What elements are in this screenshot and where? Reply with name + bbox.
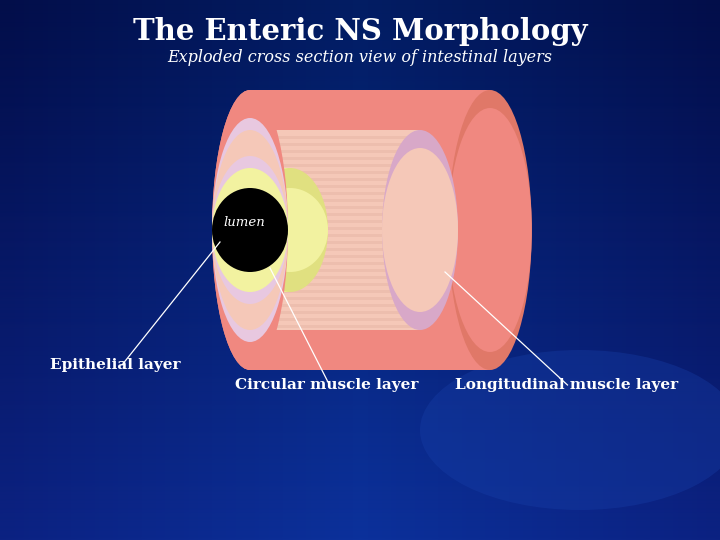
Bar (252, 254, 418, 258)
Bar (252, 226, 418, 230)
Ellipse shape (252, 188, 328, 272)
Ellipse shape (382, 130, 458, 330)
Bar (252, 296, 418, 300)
Text: Epithelial layer: Epithelial layer (50, 358, 181, 372)
Bar (252, 275, 418, 279)
Bar (252, 233, 418, 237)
Bar (252, 213, 418, 215)
Ellipse shape (448, 108, 532, 352)
Ellipse shape (212, 168, 288, 292)
Bar (252, 164, 418, 166)
Bar (252, 219, 418, 222)
Ellipse shape (252, 168, 328, 292)
Ellipse shape (448, 90, 532, 370)
Bar (252, 310, 418, 314)
Bar (252, 282, 418, 286)
Ellipse shape (212, 188, 288, 272)
Bar (252, 303, 418, 307)
Bar (252, 178, 418, 180)
Text: Longitudinal muscle layer: Longitudinal muscle layer (455, 378, 678, 392)
Bar (252, 199, 418, 201)
Ellipse shape (212, 168, 288, 292)
Text: Exploded cross section view of intestinal layers: Exploded cross section view of intestina… (168, 50, 552, 66)
Bar (252, 171, 418, 173)
Bar (250, 168, 290, 292)
Ellipse shape (212, 118, 288, 342)
Ellipse shape (212, 130, 288, 330)
Bar (252, 268, 418, 272)
Bar (252, 185, 418, 187)
Text: lumen: lumen (223, 215, 265, 228)
Bar (252, 143, 418, 145)
Text: Circular muscle layer: Circular muscle layer (235, 378, 418, 392)
Bar (252, 318, 418, 321)
Bar (252, 136, 418, 138)
Bar (252, 150, 418, 152)
Bar (252, 261, 418, 265)
Bar (252, 206, 418, 208)
Bar (252, 325, 418, 327)
Ellipse shape (212, 156, 288, 304)
Ellipse shape (212, 90, 288, 370)
Ellipse shape (382, 148, 458, 312)
Bar (252, 157, 418, 159)
Ellipse shape (212, 130, 288, 330)
Ellipse shape (212, 90, 288, 370)
Bar (250, 90, 490, 370)
Ellipse shape (420, 350, 720, 510)
Bar (252, 289, 418, 293)
Bar (252, 247, 418, 251)
Bar (252, 192, 418, 194)
Bar (250, 130, 420, 330)
Text: The Enteric NS Morphology: The Enteric NS Morphology (132, 17, 588, 46)
Bar (252, 240, 418, 244)
